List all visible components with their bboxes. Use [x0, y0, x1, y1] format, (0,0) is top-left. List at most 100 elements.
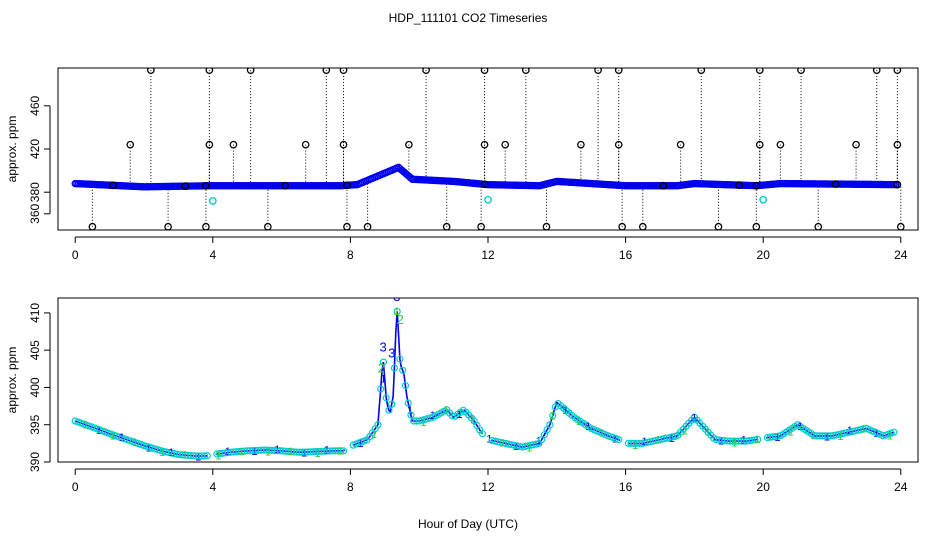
outlier-point [676, 140, 685, 149]
point-label: 1 [96, 425, 102, 437]
outlier-point [164, 222, 172, 230]
data-point [399, 366, 407, 374]
point-label: 1 [668, 433, 674, 445]
outlier-point [480, 180, 489, 189]
outlier-point [480, 140, 489, 149]
x-tick-label: 12 [481, 480, 495, 494]
point-label: 1 [774, 432, 780, 444]
outlier-point [501, 140, 510, 149]
outlier-point [614, 68, 623, 75]
data-point [382, 394, 390, 402]
point-label: 1 [873, 428, 879, 440]
outlier-point [343, 181, 351, 190]
series-line [352, 311, 484, 446]
outlier-point [109, 181, 117, 190]
outlier-point [893, 68, 902, 75]
data-point [407, 411, 415, 419]
data-point [754, 435, 762, 443]
data-point [615, 436, 623, 444]
y-tick-label: 390 [28, 452, 42, 472]
outlier-point [202, 181, 210, 190]
outlier-point [752, 181, 761, 190]
outlier-point [776, 140, 785, 149]
outlier-point [896, 222, 905, 230]
x-tick-label: 16 [619, 480, 633, 494]
outlier-point [88, 222, 97, 230]
data-point [390, 364, 399, 372]
point-label: 1 [301, 448, 307, 460]
outlier-point [852, 140, 860, 149]
outlier-point [422, 68, 430, 75]
point-label: 1 [146, 442, 152, 454]
outlier-point [181, 182, 190, 191]
point-label: 1 [407, 405, 413, 417]
x-axis-label: Hour of Day (UTC) [418, 517, 518, 531]
y-tick-label: 410 [28, 303, 42, 323]
point-label: 1 [788, 427, 794, 439]
data-point [203, 452, 211, 460]
outlier-point [577, 140, 585, 149]
data-point [379, 358, 388, 366]
outlier-point [521, 68, 530, 75]
point-label: 1 [109, 431, 115, 443]
outlier-point [477, 222, 485, 230]
data-point [546, 421, 554, 429]
x-tick-label: 24 [894, 248, 908, 262]
outlier-point [872, 68, 881, 75]
outlier-point [281, 181, 289, 190]
outlier-point [202, 222, 210, 230]
chart-title: HDP_111101 CO2 Timeseries [389, 11, 548, 25]
outlier-point [893, 180, 902, 189]
secondary-point [208, 196, 217, 205]
data-point [337, 447, 345, 455]
point-label: 1 [824, 431, 830, 443]
outlier-point [755, 68, 764, 75]
data-point [478, 430, 487, 438]
outlier-point [659, 181, 668, 190]
outlier-point [752, 222, 761, 230]
y-tick-label: 405 [28, 340, 42, 360]
annotation-label: 2 [397, 312, 404, 327]
annotation-label: 2 [378, 361, 385, 376]
outlier-point [301, 140, 310, 149]
outlier-point [263, 222, 272, 230]
outlier-point [594, 68, 602, 75]
outlier-point [614, 140, 623, 149]
y-tick-label: 420 [28, 139, 42, 159]
outlier-point [339, 140, 348, 149]
data-point [339, 447, 348, 455]
point-label: 1 [371, 429, 377, 441]
plot-frame [57, 297, 919, 463]
x-tick-label: 20 [757, 248, 771, 262]
point-label: 1 [705, 427, 711, 439]
data-point [374, 421, 382, 429]
point-label: 1 [380, 374, 386, 386]
outlier-point [363, 222, 372, 230]
secondary-point [759, 195, 768, 204]
point-label: 1 [887, 431, 893, 443]
data-point [396, 355, 404, 363]
point-label: 1 [549, 410, 555, 422]
outlier-point [814, 222, 823, 230]
y-tick-label: 360 [28, 203, 42, 223]
outlier-point [405, 140, 413, 149]
y-tick-label: 400 [28, 377, 42, 397]
y-axis-label: approx. ppm [5, 347, 19, 414]
data-point [404, 399, 412, 407]
outlier-point [638, 222, 647, 230]
x-tick-label: 12 [481, 248, 495, 262]
outlier-point [542, 222, 551, 230]
outlier-point [735, 181, 743, 189]
outlier-point [618, 222, 627, 230]
outlier-point [755, 140, 764, 149]
outlier-point [797, 68, 805, 75]
x-tick-label: 8 [347, 248, 354, 262]
point-label: 1 [612, 434, 618, 446]
data-point [377, 385, 385, 393]
outlier-point [205, 68, 214, 75]
point-label: 1 [576, 416, 582, 428]
secondary-point [484, 195, 492, 204]
outlier-point [343, 222, 351, 230]
